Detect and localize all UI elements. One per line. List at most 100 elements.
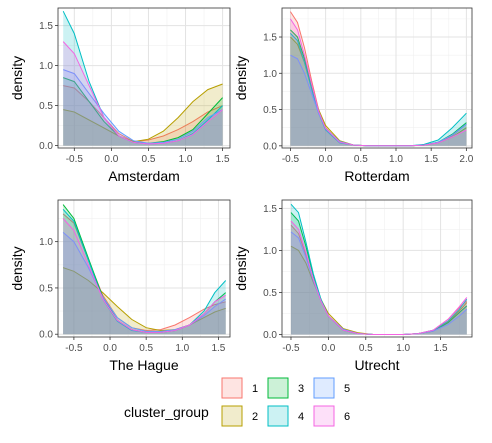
panel-background (58, 8, 230, 148)
x-tick-label: -0.5 (65, 343, 83, 354)
x-tick-label: 1.0 (396, 343, 410, 354)
y-tick-label: 0.0 (39, 141, 53, 152)
facet-panel-1: -0.5 0.0 0.5 1.0 1.5 0.0 0.5 1.0 1.5 Amsterdam den… (9, 7, 231, 184)
density-area-group-4 (63, 209, 226, 335)
density-area-group-6 (290, 18, 467, 146)
x-tick-label: 0.0 (319, 154, 333, 165)
x-tick-label: 0.0 (321, 343, 335, 354)
legend-label: 6 (344, 411, 350, 423)
legend-item-3: 3 (267, 377, 304, 399)
x-axis-title: The Hague (109, 357, 178, 373)
legend-item-6: 6 (313, 405, 350, 427)
y-tick-label: 0.5 (263, 105, 277, 116)
legend-key (221, 405, 243, 427)
x-tick-label: 2.0 (459, 154, 473, 165)
density-line-group-5 (63, 69, 223, 144)
x-tick-label: 1.5 (211, 343, 225, 354)
x-tick-label: 1.5 (434, 343, 448, 354)
density-area-group-1 (290, 11, 467, 146)
density-area-group-3 (290, 29, 467, 146)
legend: cluster_group 1 2 3 4 5 6 (124, 377, 350, 427)
facet-panel-4: -0.5 0.0 0.5 1.0 1.5 0.0 0.5 1.0 1.5 Utrecht densi… (233, 199, 473, 373)
legend-item-5: 5 (313, 377, 350, 399)
x-tick-label: 1.5 (216, 154, 230, 165)
legend-label: 3 (298, 383, 304, 395)
density-line-group-2 (62, 267, 226, 332)
x-axis-title: Rotterdam (344, 168, 409, 184)
y-tick-label: 0.0 (39, 330, 53, 341)
density-area-group-6 (291, 221, 467, 335)
x-tick-label: 0.5 (354, 154, 368, 165)
density-area-group-1 (63, 85, 223, 146)
panel-background (282, 8, 472, 148)
density-area-group-6 (63, 218, 226, 335)
y-axis-title: density (9, 56, 25, 100)
y-tick-label: 1.0 (39, 61, 53, 72)
y-tick-label: 0.0 (263, 141, 277, 152)
panel-border (57, 7, 231, 149)
legend-item-1: 1 (221, 377, 258, 399)
x-tick-label: -0.5 (282, 343, 300, 354)
panel-border (57, 199, 231, 338)
y-tick-label: 1.5 (39, 21, 53, 32)
y-tick-label: 0.5 (39, 101, 53, 112)
y-tick-label: 1.0 (263, 69, 277, 80)
x-axis-title: Amsterdam (108, 168, 180, 184)
density-line-group-6 (62, 41, 223, 145)
x-tick-label: 1.0 (389, 154, 403, 165)
legend-label: 1 (252, 383, 258, 395)
legend-key (221, 377, 243, 399)
density-line-group-6 (62, 218, 226, 333)
facet-panel-2: -0.5 0.0 0.5 1.0 1.5 2.0 0.0 0.5 1.0 1.5 Rotterdam… (233, 7, 474, 184)
density-line-group-6 (290, 220, 468, 335)
y-tick-label: 0.5 (263, 288, 277, 299)
density-area-group-2 (290, 37, 467, 146)
density-area-group-5 (63, 69, 223, 146)
density-area-group-4 (290, 33, 467, 146)
legend-title: cluster_group (124, 404, 209, 420)
y-tick-label: 1.5 (263, 204, 277, 215)
x-tick-label: -0.5 (282, 154, 300, 165)
density-area-group-3 (63, 204, 226, 335)
x-tick-label: 0.5 (139, 343, 153, 354)
y-tick-label: 1.5 (263, 33, 277, 44)
y-tick-label: 0.0 (263, 330, 277, 341)
density-area-group-4 (291, 204, 467, 335)
x-tick-label: 1.0 (175, 343, 189, 354)
panel-border (281, 199, 473, 338)
density-area-group-1 (63, 213, 226, 335)
x-tick-label: 1.0 (179, 154, 193, 165)
y-axis-title: density (233, 246, 249, 290)
panel-border (281, 7, 473, 149)
facet-panel-3: -0.5 0.0 0.5 1.0 1.5 0.0 0.5 1.0 The Hague densit… (9, 199, 231, 373)
y-tick-label: 1.0 (39, 237, 53, 248)
legend-label: 2 (252, 411, 258, 423)
y-axis-title: density (233, 56, 249, 100)
legend-key (267, 377, 289, 399)
density-area-group-6 (63, 41, 223, 146)
density-area-group-2 (63, 267, 226, 335)
density-line-group-2 (63, 83, 223, 143)
density-area-group-2 (63, 84, 223, 146)
y-tick-label: 0.5 (39, 283, 53, 294)
x-tick-label: 0.5 (141, 154, 155, 165)
density-line-group-5 (62, 232, 226, 332)
x-tick-label: -0.5 (66, 154, 84, 165)
y-axis-title: density (9, 246, 25, 290)
y-tick-label: 1.0 (263, 246, 277, 257)
density-area-group-3 (63, 77, 223, 146)
x-tick-label: 0.5 (359, 343, 373, 354)
legend-key (313, 405, 335, 427)
legend-item-4: 4 (267, 405, 304, 427)
density-line-group-6 (289, 18, 467, 147)
density-area-group-4 (63, 11, 223, 146)
legend-key (313, 377, 335, 399)
density-area-group-5 (291, 231, 467, 335)
legend-key (267, 405, 289, 427)
x-axis-title: Utrecht (354, 357, 399, 373)
x-tick-label: 0.0 (104, 154, 118, 165)
density-area-group-5 (63, 232, 226, 335)
x-tick-label: 1.5 (424, 154, 438, 165)
density-area-group-2 (291, 246, 467, 335)
